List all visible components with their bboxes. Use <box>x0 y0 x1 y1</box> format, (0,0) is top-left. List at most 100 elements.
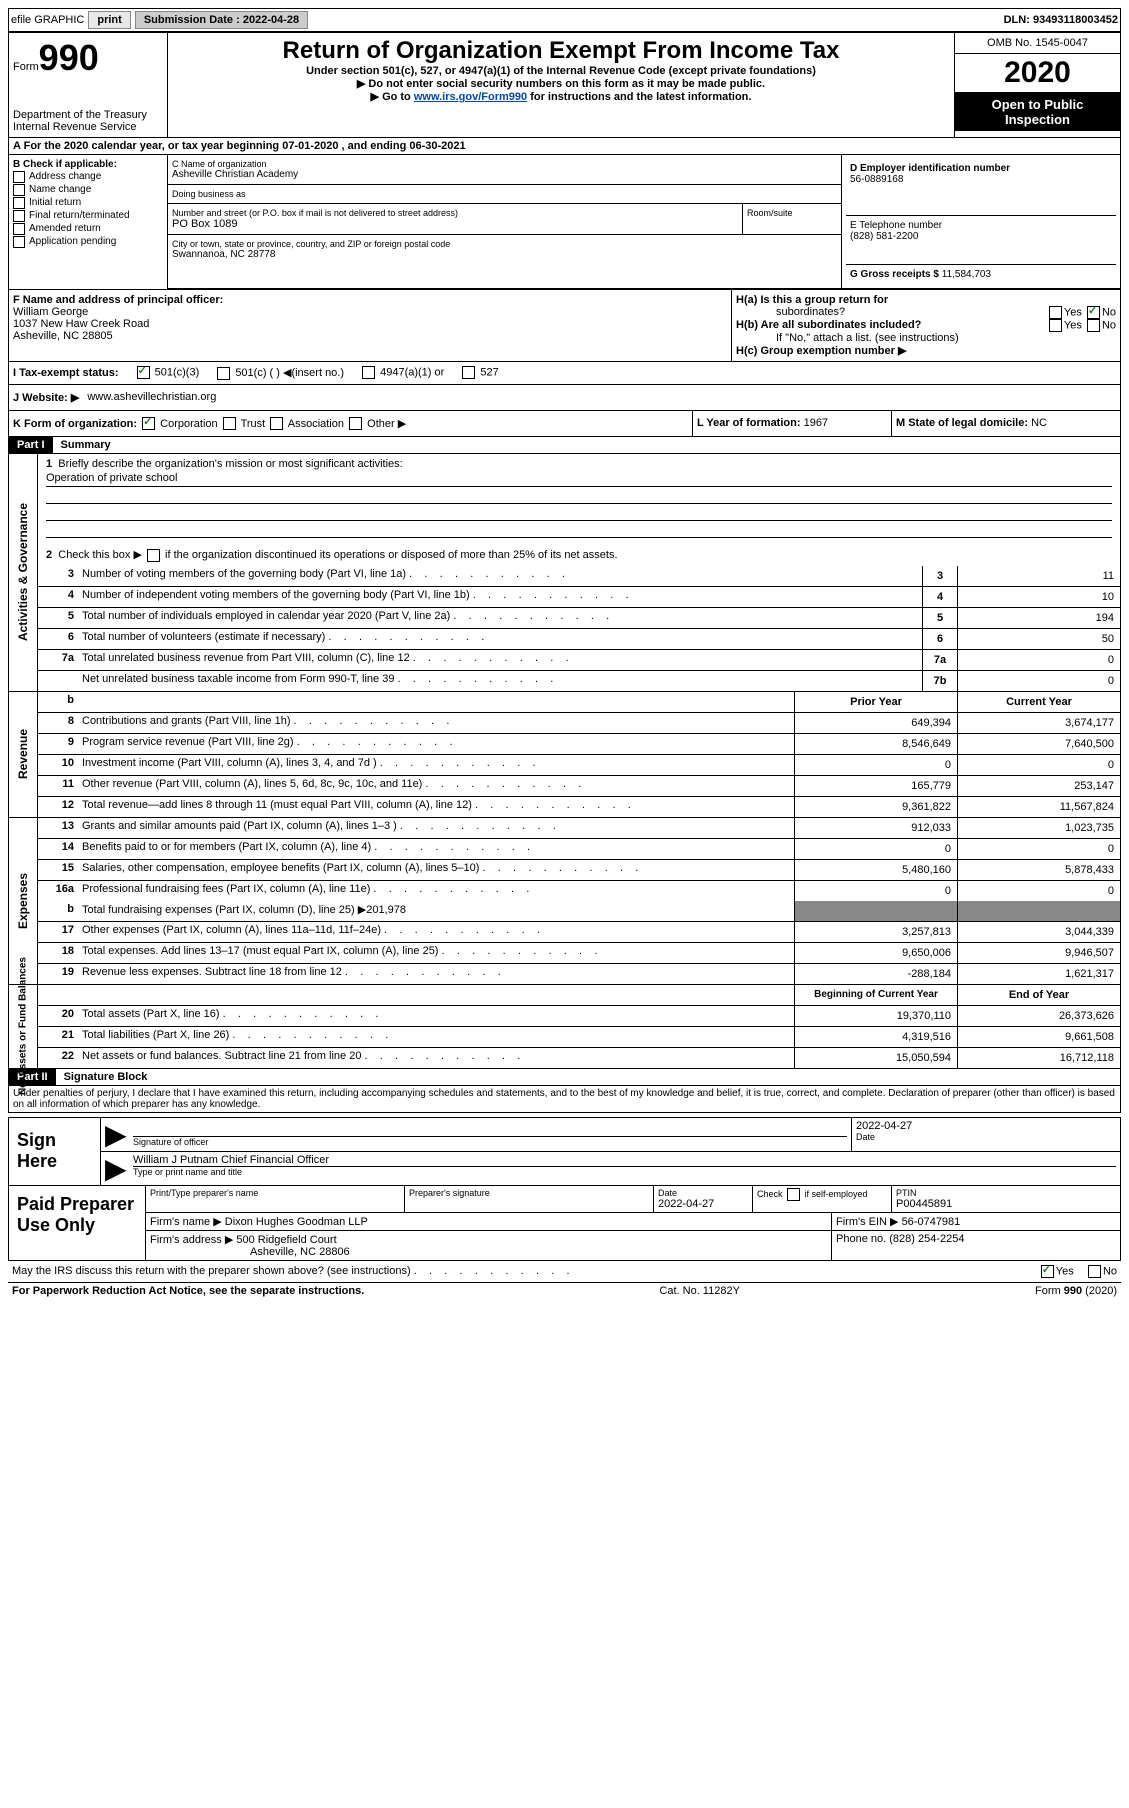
ptin-value: P00445891 <box>896 1198 1116 1210</box>
summary-line: 18 Total expenses. Add lines 13–17 (must… <box>38 943 1120 964</box>
footer: For Paperwork Reduction Act Notice, see … <box>8 1283 1121 1299</box>
city-label: City or town, state or province, country… <box>172 239 837 249</box>
officer-addr2: Asheville, NC 28805 <box>13 330 727 342</box>
summary-line: 11 Other revenue (Part VIII, column (A),… <box>38 776 1120 797</box>
summary-line: 19 Revenue less expenses. Subtract line … <box>38 964 1120 984</box>
sign-here-label: Sign Here <box>9 1118 101 1185</box>
tax-year: 2020 <box>955 54 1120 93</box>
summary-line: 5 Total number of individuals employed i… <box>38 608 1120 629</box>
final-return-checkbox[interactable] <box>13 210 25 222</box>
declaration: Under penalties of perjury, I declare th… <box>9 1086 1120 1112</box>
form990-link[interactable]: www.irs.gov/Form990 <box>414 91 527 103</box>
form-label: Form <box>13 61 39 73</box>
dba-label: Doing business as <box>172 189 837 199</box>
firm-addr1: 500 Ridgefield Court <box>236 1234 336 1246</box>
hb-yes-checkbox[interactable] <box>1049 319 1062 332</box>
officer-signature-name: William J Putnam Chief Financial Officer <box>133 1154 1116 1167</box>
org-name: Asheville Christian Academy <box>172 169 837 180</box>
arrow-icon: ▶ <box>101 1118 129 1151</box>
state-domicile: NC <box>1031 417 1047 429</box>
501c-checkbox[interactable] <box>217 367 230 380</box>
summary-line: 22 Net assets or fund balances. Subtract… <box>38 1048 1120 1068</box>
summary-line: 4 Number of independent voting members o… <box>38 587 1120 608</box>
cat-no: Cat. No. 11282Y <box>659 1285 740 1297</box>
ha-yes-checkbox[interactable] <box>1049 306 1062 319</box>
discuss-yes-checkbox[interactable] <box>1041 1265 1054 1278</box>
dln: DLN: 93493118003452 <box>1004 14 1118 26</box>
governance-tab: Activities & Governance <box>16 503 30 641</box>
officer-label: F Name and address of principal officer: <box>13 294 727 306</box>
phone-value: (828) 581-2200 <box>850 231 1112 242</box>
firm-phone: (828) 254-2254 <box>889 1233 964 1245</box>
instruction-2: ▶ Go to www.irs.gov/Form990 for instruct… <box>172 90 950 103</box>
addr-label: Number and street (or P.O. box if mail i… <box>172 208 738 218</box>
address-change-checkbox[interactable] <box>13 171 25 183</box>
discontinued-checkbox[interactable] <box>147 549 160 562</box>
discuss-row: May the IRS discuss this return with the… <box>8 1261 1121 1283</box>
instruction-1: Do not enter social security numbers on … <box>172 77 950 90</box>
association-checkbox[interactable] <box>270 417 283 430</box>
4947-checkbox[interactable] <box>362 366 375 379</box>
prior-year-header: Prior Year <box>794 692 957 712</box>
application-pending-checkbox[interactable] <box>13 236 25 248</box>
end-year-header: End of Year <box>957 985 1120 1005</box>
revenue-section: Revenue b Prior Year Current Year 8 Cont… <box>9 692 1120 818</box>
section-a: A For the 2020 calendar year, or tax yea… <box>9 138 1120 155</box>
ein-value: 56-0889168 <box>850 174 1112 185</box>
section-bcd: B Check if applicable: Address change Na… <box>9 155 1120 290</box>
prep-date: 2022-04-27 <box>658 1198 748 1210</box>
ein-label: D Employer identification number <box>850 163 1112 174</box>
summary-line: 9 Program service revenue (Part VIII, li… <box>38 734 1120 755</box>
name-change-checkbox[interactable] <box>13 184 25 196</box>
mission-value: Operation of private school <box>46 472 1112 487</box>
form-subtitle: Under section 501(c), 527, or 4947(a)(1)… <box>172 65 950 77</box>
form-number: 990 <box>39 37 99 78</box>
amended-return-checkbox[interactable] <box>13 223 25 235</box>
irs-label: Internal Revenue Service <box>13 121 163 133</box>
website-value: www.ashevillechristian.org <box>87 391 216 404</box>
dept-label: Department of the Treasury <box>13 109 163 121</box>
print-button[interactable]: print <box>88 11 130 29</box>
pra-notice: For Paperwork Reduction Act Notice, see … <box>12 1285 364 1297</box>
self-employed-checkbox[interactable] <box>787 1188 800 1201</box>
ha-row: H(a) Is this a group return for <box>736 294 1116 306</box>
other-checkbox[interactable] <box>349 417 362 430</box>
form-frame: Form990 Department of the Treasury Inter… <box>8 32 1121 1113</box>
begin-year-header: Beginning of Current Year <box>794 985 957 1005</box>
expenses-section: Expenses 13 Grants and similar amounts p… <box>9 818 1120 985</box>
summary-line: 13 Grants and similar amounts paid (Part… <box>38 818 1120 839</box>
summary-line: 17 Other expenses (Part IX, column (A), … <box>38 922 1120 943</box>
inspection-notice: Open to Public Inspection <box>955 93 1120 131</box>
summary-line: Net unrelated business taxable income fr… <box>38 671 1120 691</box>
suite-label: Room/suite <box>743 204 841 234</box>
summary-line: 10 Investment income (Part VIII, column … <box>38 755 1120 776</box>
initial-return-checkbox[interactable] <box>13 197 25 209</box>
501c3-checkbox[interactable] <box>137 366 150 379</box>
officer-addr1: 1037 New Haw Creek Road <box>13 318 727 330</box>
summary-line: 16a Professional fundraising fees (Part … <box>38 881 1120 901</box>
ha-no-checkbox[interactable] <box>1087 306 1100 319</box>
form-header: Form990 Department of the Treasury Inter… <box>9 33 1120 138</box>
top-toolbar: efile GRAPHIC print Submission Date : 20… <box>8 8 1121 32</box>
arrow-icon: ▶ <box>101 1152 129 1185</box>
netassets-section: Net Assets or Fund Balances Beginning of… <box>9 985 1120 1069</box>
gross-label: G Gross receipts $ <box>850 269 939 280</box>
summary-line: 14 Benefits paid to or for members (Part… <box>38 839 1120 860</box>
summary-line: 3 Number of voting members of the govern… <box>38 566 1120 587</box>
summary-line: 12 Total revenue—add lines 8 through 11 … <box>38 797 1120 817</box>
section-k: K Form of organization: Corporation Trus… <box>9 411 1120 438</box>
form-version: Form 990 (2020) <box>1035 1285 1117 1297</box>
omb-number: OMB No. 1545-0047 <box>955 33 1120 54</box>
trust-checkbox[interactable] <box>223 417 236 430</box>
form-title: Return of Organization Exempt From Incom… <box>172 37 950 65</box>
summary-line: 6 Total number of volunteers (estimate i… <box>38 629 1120 650</box>
revenue-tab: Revenue <box>16 729 30 779</box>
hb-no-checkbox[interactable] <box>1087 319 1100 332</box>
summary-line: 21 Total liabilities (Part X, line 26) 4… <box>38 1027 1120 1048</box>
sign-section: Sign Here ▶ Signature of officer 2022-04… <box>8 1117 1121 1186</box>
discuss-no-checkbox[interactable] <box>1088 1265 1101 1278</box>
section-j: J Website: ▶ www.ashevillechristian.org <box>9 385 1120 411</box>
officer-name: William George <box>13 306 727 318</box>
corporation-checkbox[interactable] <box>142 417 155 430</box>
527-checkbox[interactable] <box>462 366 475 379</box>
